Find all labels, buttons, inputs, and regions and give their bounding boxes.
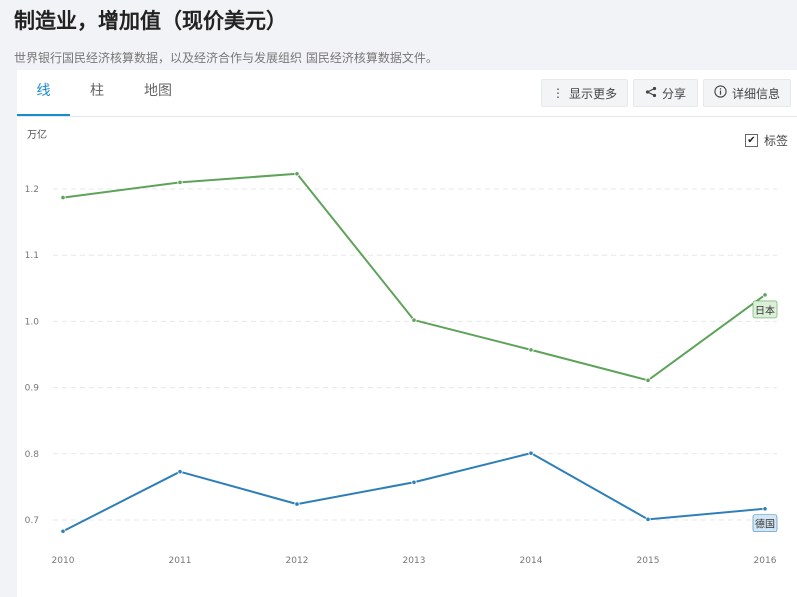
labels-toggle[interactable]: ✔ 标签 (745, 132, 788, 149)
y-axis-unit: 万亿 (27, 130, 47, 141)
data-point (177, 469, 183, 475)
tab-map[interactable]: 地图 (144, 83, 172, 99)
tab-line[interactable]: 线 (17, 70, 70, 116)
data-point (762, 292, 768, 298)
x-tick-label: 2011 (169, 556, 192, 566)
y-tick-label: 1.0 (25, 317, 40, 327)
data-point (60, 195, 66, 201)
data-point (60, 528, 66, 534)
x-tick-label: 2016 (754, 556, 777, 566)
x-tick-label: 2012 (286, 556, 309, 566)
series-label-box (752, 514, 778, 533)
page-subtitle: 世界银行国民经济核算数据，以及经济合作与发展组织 国民经济核算数据文件。 (14, 51, 438, 65)
x-tick-label: 2010 (52, 556, 75, 566)
chart-panel: 线 柱 地图 ⋮ 显示更多 分享 详细信息 万亿 ✔ 标签 0.7 0.8 0.9 1… (17, 70, 797, 597)
data-point (294, 501, 300, 507)
details-label: 详细信息 (731, 86, 780, 101)
data-point (294, 171, 300, 177)
series-label: 德国 (755, 518, 775, 531)
series-label: 日本 (755, 304, 775, 317)
y-tick-label: 1.2 (25, 185, 39, 195)
share-button[interactable]: 分享 (633, 79, 698, 107)
x-tick-label: 2015 (637, 556, 660, 566)
x-tick-label: 2013 (403, 556, 426, 566)
labels-checkbox[interactable]: ✔ (745, 134, 758, 147)
series-label-box (752, 300, 778, 319)
y-tick-label: 0.8 (25, 450, 40, 460)
show-more-button[interactable]: ⋮ 显示更多 (541, 79, 628, 107)
y-tick-label: 1.1 (25, 251, 39, 261)
data-point (528, 347, 534, 353)
x-tick-label: 2014 (520, 556, 543, 566)
data-point (411, 317, 417, 323)
data-point (411, 479, 417, 485)
labels-toggle-label: 标签 (764, 134, 789, 148)
tab-bar[interactable]: 柱 (90, 83, 104, 99)
data-point (645, 516, 651, 522)
share-icon (645, 86, 657, 101)
details-button[interactable]: 详细信息 (703, 79, 791, 107)
more-vertical-icon: ⋮ (551, 86, 564, 100)
tab-divider (17, 116, 797, 117)
share-label: 分享 (661, 86, 686, 101)
data-point (645, 377, 651, 383)
data-point (528, 450, 534, 456)
page-title: 制造业，增加值（现价美元） (14, 9, 287, 33)
y-tick-label: 0.9 (25, 384, 40, 394)
y-tick-label: 0.7 (25, 516, 39, 526)
line-chart: 0.7 0.8 0.9 1.0 1.1 1.2 2010 2011 2012 2013 2014 20… (25, 171, 778, 566)
series-line (62, 172, 766, 382)
show-more-label: 显示更多 (568, 86, 617, 101)
data-point (762, 506, 768, 512)
data-point (177, 179, 183, 185)
info-icon (714, 85, 727, 101)
